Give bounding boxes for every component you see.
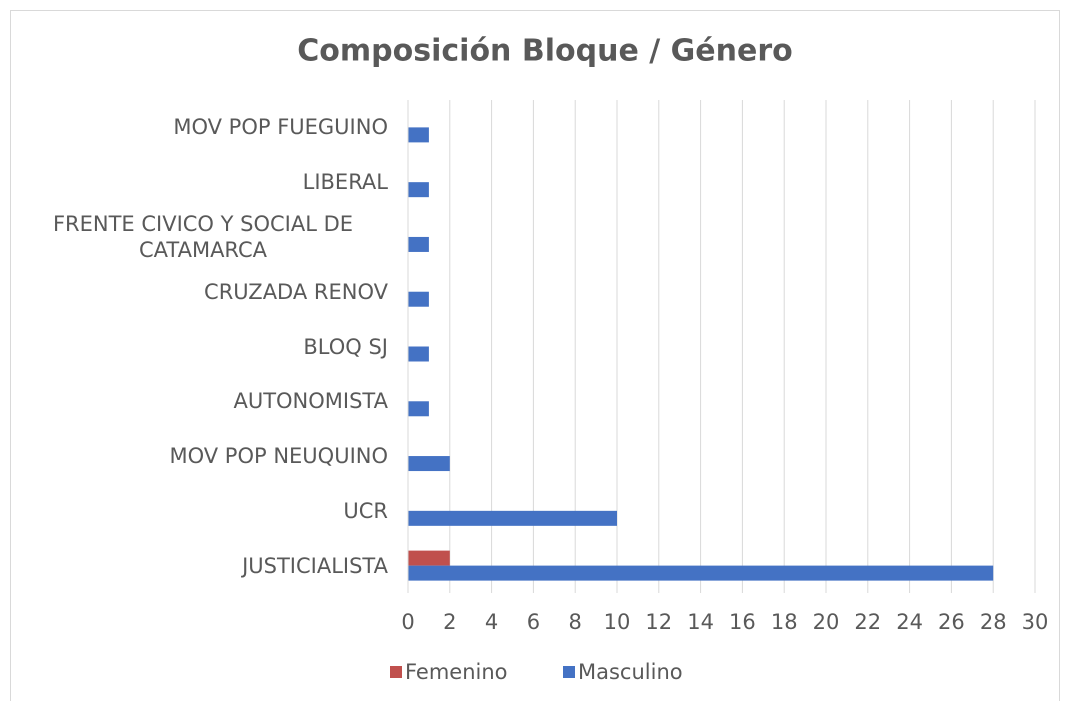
x-tick-label: 24 — [896, 610, 923, 634]
y-tick-label: JUSTICIALISTA — [242, 553, 388, 578]
bar — [408, 346, 429, 362]
legend-swatch — [563, 666, 575, 678]
x-tick-label: 6 — [527, 610, 540, 634]
y-tick-label: FRENTE CIVICO Y SOCIAL DE CATAMARCA — [52, 211, 354, 262]
y-tick-label: MOV POP NEUQUINO — [169, 444, 388, 469]
y-tick-label: CRUZADA RENOV — [204, 279, 388, 304]
bar — [408, 456, 450, 472]
legend-label: Masculino — [578, 660, 683, 684]
x-tick-label: 18 — [771, 610, 798, 634]
legend-label: Femenino — [405, 660, 508, 684]
x-tick-label: 26 — [938, 610, 965, 634]
y-tick-label: BLOQ SJ — [303, 334, 388, 359]
y-tick-label: LIBERAL — [302, 170, 388, 195]
x-tick-label: 30 — [1022, 610, 1049, 634]
x-tick-label: 4 — [485, 610, 498, 634]
x-tick-label: 12 — [645, 610, 672, 634]
x-tick-label: 10 — [604, 610, 631, 634]
x-tick-label: 0 — [401, 610, 414, 634]
x-tick-label: 20 — [813, 610, 840, 634]
bar — [408, 565, 994, 581]
x-tick-label: 8 — [569, 610, 582, 634]
bar — [408, 236, 429, 252]
chart-title: Composición Bloque / Género — [297, 34, 792, 69]
legend-swatch — [390, 666, 402, 678]
x-tick-label: 22 — [854, 610, 881, 634]
bar — [408, 182, 429, 198]
bar — [408, 510, 617, 526]
bar — [408, 401, 429, 417]
x-tick-label: 14 — [687, 610, 714, 634]
chart-border — [10, 10, 1060, 701]
x-tick-label: 2 — [443, 610, 456, 634]
bar — [408, 291, 429, 307]
bar — [408, 550, 450, 566]
x-tick-label: 28 — [980, 610, 1007, 634]
y-tick-label: UCR — [343, 498, 388, 523]
x-tick-label: 16 — [729, 610, 756, 634]
y-tick-label: MOV POP FUEGUINO — [173, 115, 388, 140]
bar — [408, 127, 429, 143]
y-tick-label: AUTONOMISTA — [233, 389, 388, 414]
